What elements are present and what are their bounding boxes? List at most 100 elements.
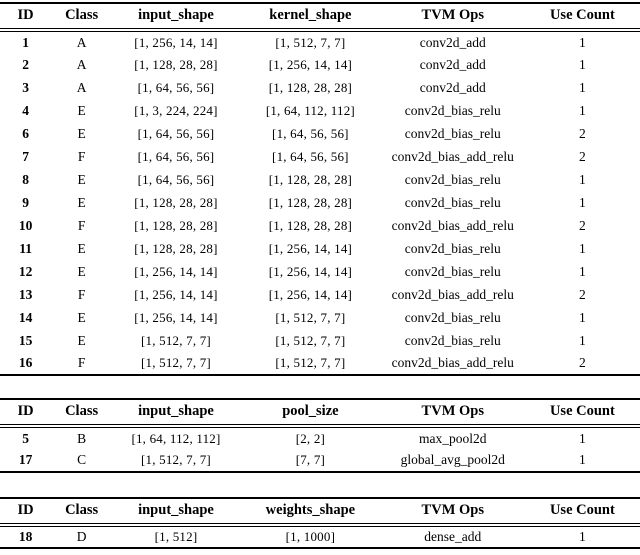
table-row: 7 F [1, 64, 56, 56] [1, 64, 56, 56] conv2d_b… [0,145,640,168]
table-cell: [7, 7] [295,452,326,467]
table-row: 10 F [1, 128, 28, 28] [1, 128, 28, 28] conv2… [0,214,640,237]
column-header: Class [51,3,112,32]
table-row: 3 A [1, 64, 56, 56] [1, 128, 28, 28] conv2d_… [0,76,640,99]
table-cell: 15 [18,332,33,348]
table-cell: 1 [579,430,586,446]
table-cell: [1, 1000] [285,529,336,544]
table-cell: [1, 128, 28, 28] [268,217,353,233]
table-cell: conv2d_bias_add_relu [391,355,514,370]
table-cell: [1, 512, 7, 7] [275,309,346,325]
table-cell: 5 [22,430,29,446]
table-row: 5 B [1, 64, 112, 112] [2, 2] max_pool2d 1 [0,426,640,449]
table-cell: 12 [18,263,33,279]
table-cell: conv2d_bias_relu [404,194,501,210]
column-header: weights_shape [239,498,381,527]
table-cell: E [77,194,86,210]
table-cell: conv2d_bias_add_relu [391,286,514,302]
column-header: kernel_shape [239,3,381,32]
table-cell: 1 [579,529,586,544]
table-cell: 2 [579,355,586,370]
table-cell: 1 [579,56,586,72]
table-cell: conv2d_bias_relu [404,332,501,348]
table-cell: E [77,171,86,187]
table-cell: E [77,263,86,279]
table-cell: conv2d_bias_add_relu [391,148,514,164]
table-cell: [1, 512, 7, 7] [275,355,346,370]
table-cell: [1, 256, 14, 14] [134,286,218,302]
table-cell: [1, 64, 112, 112] [131,430,221,446]
table-cell: dense_add [424,529,482,544]
table-cell: [1, 64, 56, 56] [137,148,215,164]
table-cell: conv2d_bias_relu [404,240,501,256]
table-cell: 8 [22,171,29,187]
table-cell: [1, 3, 224, 224] [134,102,218,118]
table-cell: [2, 2] [295,430,326,446]
column-header: pool_size [239,399,381,428]
conv-ops-table: ID Class input_shape kernel_shape TVM Ops Use… [0,2,640,376]
table-cell: [1, 64, 112, 112] [265,102,355,118]
table-cell: 13 [18,286,33,302]
table-cell: 2 [579,286,586,302]
table-cell: conv2d_add [419,56,486,72]
table-row: 14 E [1, 256, 14, 14] [1, 512, 7, 7] conv2d_… [0,306,640,329]
table-row: 4 E [1, 3, 224, 224] [1, 64, 112, 112] conv2… [0,99,640,122]
table-cell: E [77,102,86,118]
table-cell: 7 [22,148,29,164]
table-cell: [1, 512, 7, 7] [275,332,346,348]
table-cell: 4 [22,102,29,118]
table-cell: 2 [579,125,586,141]
table-cell: C [77,452,87,467]
table-cell: 11 [19,240,32,256]
table-cell: 1 [579,34,586,50]
table-cell: conv2d_bias_add_relu [391,217,514,233]
column-header: input_shape [111,498,240,527]
table-cell: 3 [22,79,29,95]
table-row: 6 E [1, 64, 56, 56] [1, 64, 56, 56] conv2d_b… [0,122,640,145]
table-cell: [1, 128, 28, 28] [268,171,353,187]
table-cell: 1 [22,34,29,50]
column-header: input_shape [111,3,240,32]
table-cell: conv2d_bias_relu [404,125,501,141]
table-cell: [1, 128, 28, 28] [134,240,218,256]
table-cell: [1, 256, 14, 14] [268,286,353,302]
column-header: input_shape [111,399,240,428]
table-cell: 9 [22,194,29,210]
table-cell: 1 [579,309,586,325]
table-cell: conv2d_bias_relu [404,102,501,118]
table-cell: conv2d_bias_relu [404,263,501,279]
table-row: 11 E [1, 128, 28, 28] [1, 256, 14, 14] conv2… [0,237,640,260]
table-row: 16 F [1, 512, 7, 7] [1, 512, 7, 7] conv2d_bi… [0,352,640,375]
table-cell: 1 [579,79,586,95]
table-cell: global_avg_pool2d [400,452,505,467]
table-row: 12 E [1, 256, 14, 14] [1, 256, 14, 14] conv2… [0,260,640,283]
table-cell: E [77,332,86,348]
table-cell: conv2d_add [419,34,486,50]
table-cell: E [77,240,86,256]
column-header: ID [0,498,52,527]
column-header: Class [51,498,112,527]
table-cell: F [77,286,86,302]
table-cell: 2 [579,217,586,233]
table-cell: [1, 128, 28, 28] [134,194,218,210]
table-cell: [1, 512, 7, 7] [141,355,211,370]
table-cell: D [76,529,87,544]
table-cell: [1, 256, 14, 14] [268,240,353,256]
column-header: Use Count [524,399,640,428]
header-row: ID Class input_shape kernel_shape TVM Ops Use… [0,3,640,32]
column-header: TVM Ops [380,399,525,428]
table-row: 17 C [1, 512, 7, 7] [7, 7] global_avg_pool2d… [0,449,640,472]
table-cell: [1, 64, 56, 56] [272,148,349,164]
table-cell: [1, 256, 14, 14] [134,309,218,325]
table-cell: [1, 128, 28, 28] [134,217,218,233]
table-cell: F [77,148,86,164]
table-cell: [1, 256, 14, 14] [268,263,353,279]
table-cell: 16 [18,355,33,370]
column-header: ID [0,399,52,428]
table-cell: E [77,125,86,141]
table-cell: [1, 512, 7, 7] [141,452,211,467]
table-cell: 2 [22,56,29,72]
table-row: 15 E [1, 512, 7, 7] [1, 512, 7, 7] conv2d_bi… [0,329,640,352]
table-cell: 1 [579,194,586,210]
pool-ops-table: ID Class input_shape pool_size TVM Ops Use Co… [0,398,640,473]
table-cell: 1 [579,240,586,256]
